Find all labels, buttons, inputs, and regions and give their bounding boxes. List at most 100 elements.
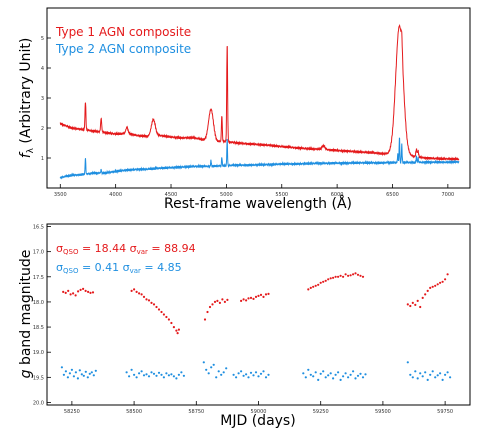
data-point-2 (245, 373, 248, 376)
data-point-2 (441, 378, 444, 381)
data-point-2 (431, 370, 434, 373)
data-point-2 (307, 368, 310, 371)
data-point-2 (259, 372, 263, 375)
data-point-1 (62, 290, 65, 293)
data-point-1 (312, 285, 315, 288)
data-point-2 (329, 372, 332, 375)
data-point-2 (354, 377, 357, 380)
x-tick-label: 7000 (441, 192, 454, 198)
data-point-1 (206, 310, 209, 314)
data-point-1 (211, 303, 214, 306)
data-point-2 (364, 373, 367, 376)
y-tick-label: 2 (41, 126, 44, 132)
data-point-1 (411, 301, 414, 304)
data-point-2 (344, 372, 347, 375)
data-point-2 (172, 375, 175, 378)
data-point-2 (205, 368, 208, 371)
x-tick-label: 59250 (313, 409, 329, 415)
data-point-1 (133, 288, 136, 291)
data-point-1 (177, 328, 180, 331)
data-point-2 (327, 374, 330, 377)
data-point-2 (167, 374, 170, 377)
data-point-1 (327, 278, 330, 281)
data-point-2 (82, 374, 85, 377)
data-point-2 (411, 376, 414, 379)
data-point-2 (76, 377, 79, 380)
annotation-type2-sigma: σQSO = 0.41 σvar = 4.85 (56, 261, 182, 275)
data-point-2 (232, 373, 235, 376)
data-point-2 (90, 371, 93, 374)
data-point-1 (155, 305, 158, 309)
data-point-2 (247, 376, 250, 379)
x-tick-label: 6000 (331, 192, 344, 198)
data-point-1 (64, 291, 67, 294)
data-point-2 (237, 372, 240, 375)
y-tick-label: 16.5 (33, 225, 44, 231)
data-point-2 (347, 376, 350, 379)
x-tick-label: 3500 (54, 192, 67, 198)
data-point-2 (434, 376, 437, 379)
data-point-2 (302, 372, 305, 375)
data-point-1 (84, 289, 87, 292)
data-point-1 (426, 289, 429, 292)
data-point-1 (324, 279, 327, 282)
data-point-1 (317, 283, 320, 286)
data-point-2 (257, 375, 260, 378)
data-point-2 (342, 375, 345, 378)
data-point-1 (322, 280, 325, 283)
data-point-2 (267, 373, 270, 376)
data-point-2 (138, 372, 141, 375)
data-point-2 (356, 374, 360, 377)
x-tick-label: 58750 (188, 409, 204, 415)
data-point-1 (416, 299, 419, 302)
data-point-2 (444, 373, 447, 376)
data-point-1 (329, 277, 332, 280)
y-tick-label: 17.5 (33, 275, 44, 281)
data-point-1 (147, 299, 151, 302)
data-point-1 (439, 281, 442, 284)
data-point-1 (436, 283, 439, 286)
data-point-1 (140, 293, 143, 296)
data-point-2 (78, 369, 81, 372)
x-tick-label: 58500 (126, 409, 142, 415)
data-point-2 (314, 371, 317, 374)
data-point-1 (69, 293, 72, 296)
data-point-1 (72, 292, 75, 295)
y-tick-label: 18.5 (33, 325, 44, 331)
data-point-1 (247, 297, 250, 300)
data-point-2 (94, 369, 97, 372)
data-point-2 (140, 370, 143, 373)
data-point-1 (91, 291, 95, 294)
data-point-2 (359, 372, 362, 375)
data-point-1 (421, 296, 424, 299)
data-point-2 (339, 378, 342, 381)
data-point-2 (145, 373, 148, 376)
data-point-1 (240, 299, 243, 302)
data-point-2 (332, 377, 335, 380)
data-point-2 (337, 371, 340, 374)
data-point-1 (419, 305, 422, 309)
data-point-1 (352, 273, 355, 276)
lightcurve-points (60, 272, 452, 381)
data-point-2 (88, 372, 91, 375)
data-point-2 (424, 371, 427, 374)
data-point-2 (235, 376, 238, 379)
data-point-1 (208, 305, 212, 309)
spectrum-line-2 (59, 137, 460, 180)
data-point-1 (87, 290, 90, 293)
data-point-2 (162, 376, 165, 379)
lightcurve-x-axis-label: MJD (days) (220, 413, 295, 429)
data-point-2 (165, 372, 168, 375)
data-point-2 (352, 370, 355, 373)
data-point-1 (170, 321, 173, 325)
spectrum-y-axis-label: fλ (Arbitrary Unit) (18, 38, 36, 159)
y-tick-label: 4 (41, 66, 44, 72)
data-point-1 (314, 284, 317, 287)
data-point-2 (180, 371, 183, 374)
x-tick-label: 59000 (251, 409, 267, 415)
data-point-1 (254, 295, 258, 298)
x-tick-label: 6500 (386, 192, 399, 198)
data-point-2 (312, 375, 315, 378)
data-point-2 (414, 370, 417, 373)
data-point-2 (177, 373, 180, 376)
